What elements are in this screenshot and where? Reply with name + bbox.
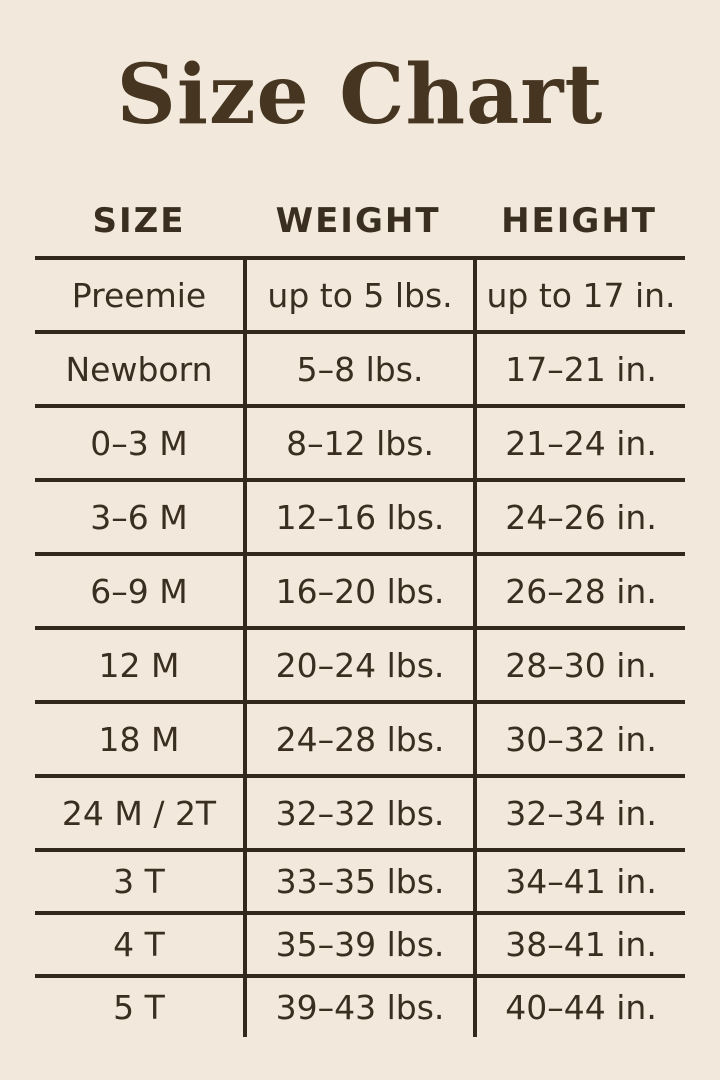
cell-height: 38–41 in.	[473, 915, 685, 974]
size-table: SIZE WEIGHT HEIGHT Preemie up to 5 lbs. …	[35, 186, 685, 1037]
table-row: 6–9 M 16–20 lbs. 26–28 in.	[35, 552, 685, 626]
cell-weight: 39–43 lbs.	[243, 978, 473, 1037]
cell-size: 5 T	[113, 988, 165, 1027]
cell-height: 17–21 in.	[473, 334, 685, 404]
page-title: Size Chart	[116, 47, 604, 143]
table-row: 18 M 24–28 lbs. 30–32 in.	[35, 700, 685, 774]
cell-height: 26–28 in.	[473, 556, 685, 626]
table-row: Newborn 5–8 lbs. 17–21 in.	[35, 330, 685, 404]
cell-size: 3–6 M	[90, 497, 188, 537]
cell-height: 32–34 in.	[473, 778, 685, 848]
cell-size: 4 T	[113, 925, 165, 964]
table-row: 12 M 20–24 lbs. 28–30 in.	[35, 626, 685, 700]
cell-height: 21–24 in.	[473, 408, 685, 478]
cell-size: 6–9 M	[90, 571, 188, 611]
cell-size: 18 M	[98, 719, 180, 759]
cell-weight: 12–16 lbs.	[243, 482, 473, 552]
column-header-size: SIZE	[92, 201, 186, 241]
cell-height: 28–30 in.	[473, 630, 685, 700]
cell-weight: 5–8 lbs.	[243, 334, 473, 404]
table-row: 4 T 35–39 lbs. 38–41 in.	[35, 911, 685, 974]
cell-weight: 8–12 lbs.	[243, 408, 473, 478]
cell-height: 40–44 in.	[473, 978, 685, 1037]
column-header-weight: WEIGHT	[275, 201, 441, 241]
cell-height: up to 17 in.	[473, 260, 685, 330]
cell-weight: 24–28 lbs.	[243, 704, 473, 774]
table-row: 3–6 M 12–16 lbs. 24–26 in.	[35, 478, 685, 552]
cell-height: 30–32 in.	[473, 704, 685, 774]
table-row: 24 M / 2T 32–32 lbs. 32–34 in.	[35, 774, 685, 848]
cell-size: 0–3 M	[90, 423, 188, 463]
cell-height: 24–26 in.	[473, 482, 685, 552]
table-body: Preemie up to 5 lbs. up to 17 in. Newbor…	[35, 256, 685, 1037]
cell-height: 34–41 in.	[473, 852, 685, 911]
table-row: Preemie up to 5 lbs. up to 17 in.	[35, 256, 685, 330]
cell-weight: 16–20 lbs.	[243, 556, 473, 626]
column-header-height: HEIGHT	[501, 201, 657, 241]
cell-weight: 20–24 lbs.	[243, 630, 473, 700]
cell-weight: up to 5 lbs.	[243, 260, 473, 330]
cell-size: 24 M / 2T	[61, 793, 217, 833]
table-header-row: SIZE WEIGHT HEIGHT	[35, 186, 685, 256]
cell-size: Preemie	[71, 275, 207, 315]
cell-weight: 35–39 lbs.	[243, 915, 473, 974]
cell-weight: 33–35 lbs.	[243, 852, 473, 911]
cell-size: 3 T	[113, 862, 165, 901]
table-row: 0–3 M 8–12 lbs. 21–24 in.	[35, 404, 685, 478]
cell-size: Newborn	[65, 349, 213, 389]
cell-weight: 32–32 lbs.	[243, 778, 473, 848]
cell-size: 12 M	[98, 645, 180, 685]
table-row: 5 T 39–43 lbs. 40–44 in.	[35, 974, 685, 1037]
table-row: 3 T 33–35 lbs. 34–41 in.	[35, 848, 685, 911]
